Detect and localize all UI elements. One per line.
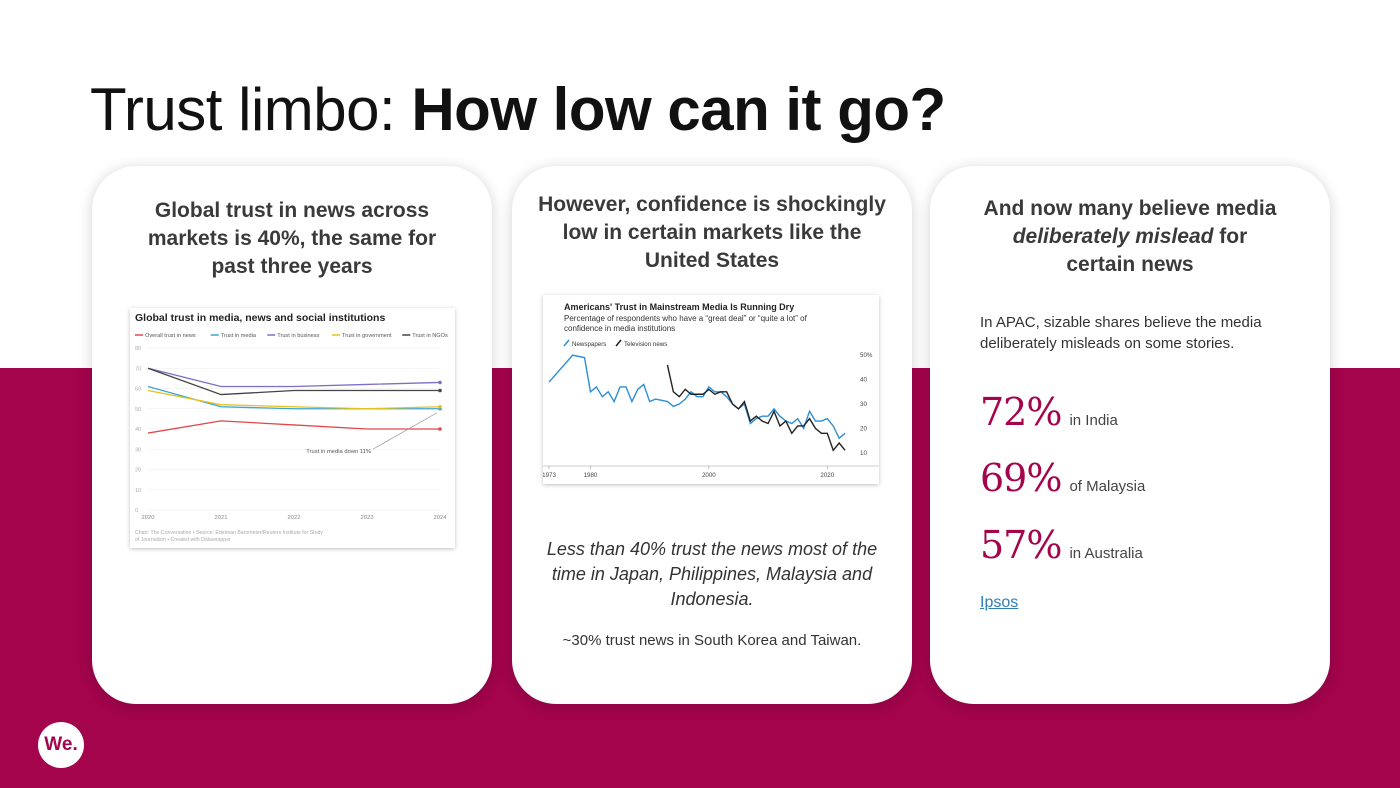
chart-title: Americans' Trust in Mainstream Media Is … xyxy=(564,302,794,312)
y-tick-label-2: 20 xyxy=(135,468,141,474)
heading-italic: deliberately mislead xyxy=(1012,225,1214,248)
series-end-point-3 xyxy=(438,404,442,409)
series-end-point-4 xyxy=(438,388,442,393)
chart-subtitle-line-1: confidence in media institutions xyxy=(564,324,675,333)
series-end-point-0 xyxy=(438,427,442,431)
intro-text: In APAC, sizable shares believe the medi… xyxy=(980,314,1262,352)
chart-annotation: Trust in media down 11% xyxy=(306,449,371,455)
y-tick-label-7: 70 xyxy=(135,366,141,372)
y-tick-label-2: 30 xyxy=(860,401,867,408)
y-tick-label-3: 30 xyxy=(135,447,141,453)
card-mislead: And now many believe media deliberately … xyxy=(930,166,1330,704)
chart-footer-line-0: Chart: The Conversation • Source: Edelma… xyxy=(135,530,323,536)
chart-global-trust-svg: Global trust in media, news and social i… xyxy=(135,312,448,543)
series-line-1 xyxy=(147,385,440,410)
stat-india: 72% in India xyxy=(980,390,1118,434)
legend-swatch-0 xyxy=(563,339,570,347)
chart-title: Global trust in media, news and social i… xyxy=(135,312,385,324)
stat-label: in India xyxy=(1069,412,1118,429)
stat-australia: 57% in Australia xyxy=(980,523,1143,567)
card-heading: However, confidence is shockingly low in… xyxy=(538,193,886,272)
chart-subtitle-line-0: Percentage of respondents who have a “gr… xyxy=(564,314,808,323)
series-line-2 xyxy=(147,367,441,388)
annotation-arrow xyxy=(372,412,438,450)
chart-footer-line-1: of Journalism • Created with Datawrapper xyxy=(135,537,231,543)
legend-label-1: Television news xyxy=(624,341,667,348)
legend-swatch-1 xyxy=(615,339,622,347)
series-line-0 xyxy=(147,420,440,434)
card-global-trust: Global trust in news across markets is 4… xyxy=(92,166,492,704)
series-line-3 xyxy=(147,389,441,410)
page-title: Trust limbo: How low can it go? xyxy=(90,72,946,148)
y-tick-label-6: 60 xyxy=(135,387,141,393)
x-tick-label-3: 2020 xyxy=(820,472,834,479)
brand-logo: We. xyxy=(38,722,84,768)
heading-line3: certain news xyxy=(1066,253,1194,276)
chart-us-trust-svg: Americans' Trust in Mainstream Media Is … xyxy=(543,302,879,479)
series-line-4 xyxy=(147,367,440,396)
series-line-1 xyxy=(666,364,846,452)
x-tick-label-1: 1980 xyxy=(584,472,598,479)
legend-label-2: Trust in business xyxy=(277,333,319,339)
y-tick-label-0: 0 xyxy=(135,508,138,514)
title-bold: How low can it go? xyxy=(411,76,946,143)
y-tick-label-4: 40 xyxy=(135,427,141,433)
legend-label-1: Trust in media xyxy=(221,333,257,339)
chart-us-trust: Americans' Trust in Mainstream Media Is … xyxy=(543,295,879,484)
legend-label-0: Overall trust in news xyxy=(145,333,196,339)
card-heading: Global trust in news across markets is 4… xyxy=(147,199,437,278)
x-tick-label-3: 2023 xyxy=(361,515,374,521)
stat-malaysia: 69% of Malaysia xyxy=(980,456,1145,500)
stat-label: of Malaysia xyxy=(1069,478,1146,495)
y-tick-label-8: 80 xyxy=(135,346,141,352)
card-heading: And now many believe media deliberately … xyxy=(950,195,1310,279)
y-tick-label-3: 40 xyxy=(860,377,867,384)
x-tick-label-4: 2024 xyxy=(434,515,448,521)
y-tick-label-1: 10 xyxy=(135,488,141,494)
series-end-point-2 xyxy=(438,380,442,385)
stat-value: 72% xyxy=(980,390,1062,434)
stat-value: 57% xyxy=(980,523,1062,567)
title-light: Trust limbo: xyxy=(90,76,412,143)
x-tick-label-1: 2021 xyxy=(215,515,228,521)
stat-label: in Australia xyxy=(1069,545,1143,562)
chart-global-trust: Global trust in media, news and social i… xyxy=(130,308,455,548)
legend-label-0: Newspapers xyxy=(572,341,606,348)
legend-label-4: Trust in NGOs xyxy=(412,333,448,339)
x-tick-label-0: 1973 xyxy=(543,472,556,479)
series-line-0 xyxy=(548,354,846,440)
y-tick-label-5: 50 xyxy=(135,407,141,413)
y-tick-label-0: 10 xyxy=(860,450,867,457)
card-us-confidence: However, confidence is shockingly low in… xyxy=(512,166,912,704)
y-tick-label-1: 20 xyxy=(860,425,867,432)
legend-label-3: Trust in government xyxy=(342,333,392,339)
heading-line1: And now many believe media xyxy=(983,197,1277,220)
stat-value: 69% xyxy=(980,456,1062,500)
x-tick-label-2: 2000 xyxy=(702,472,716,479)
heading-after-italic: for xyxy=(1213,225,1248,248)
x-tick-label-0: 2020 xyxy=(142,515,155,521)
source-link-ipsos[interactable]: Ipsos xyxy=(980,594,1019,611)
italic-note: Less than 40% trust the news most of the… xyxy=(546,539,878,609)
y-tick-label-4: 50% xyxy=(860,352,873,359)
small-note: ~30% trust news in South Korea and Taiwa… xyxy=(562,632,862,649)
x-tick-label-2: 2022 xyxy=(288,515,301,521)
